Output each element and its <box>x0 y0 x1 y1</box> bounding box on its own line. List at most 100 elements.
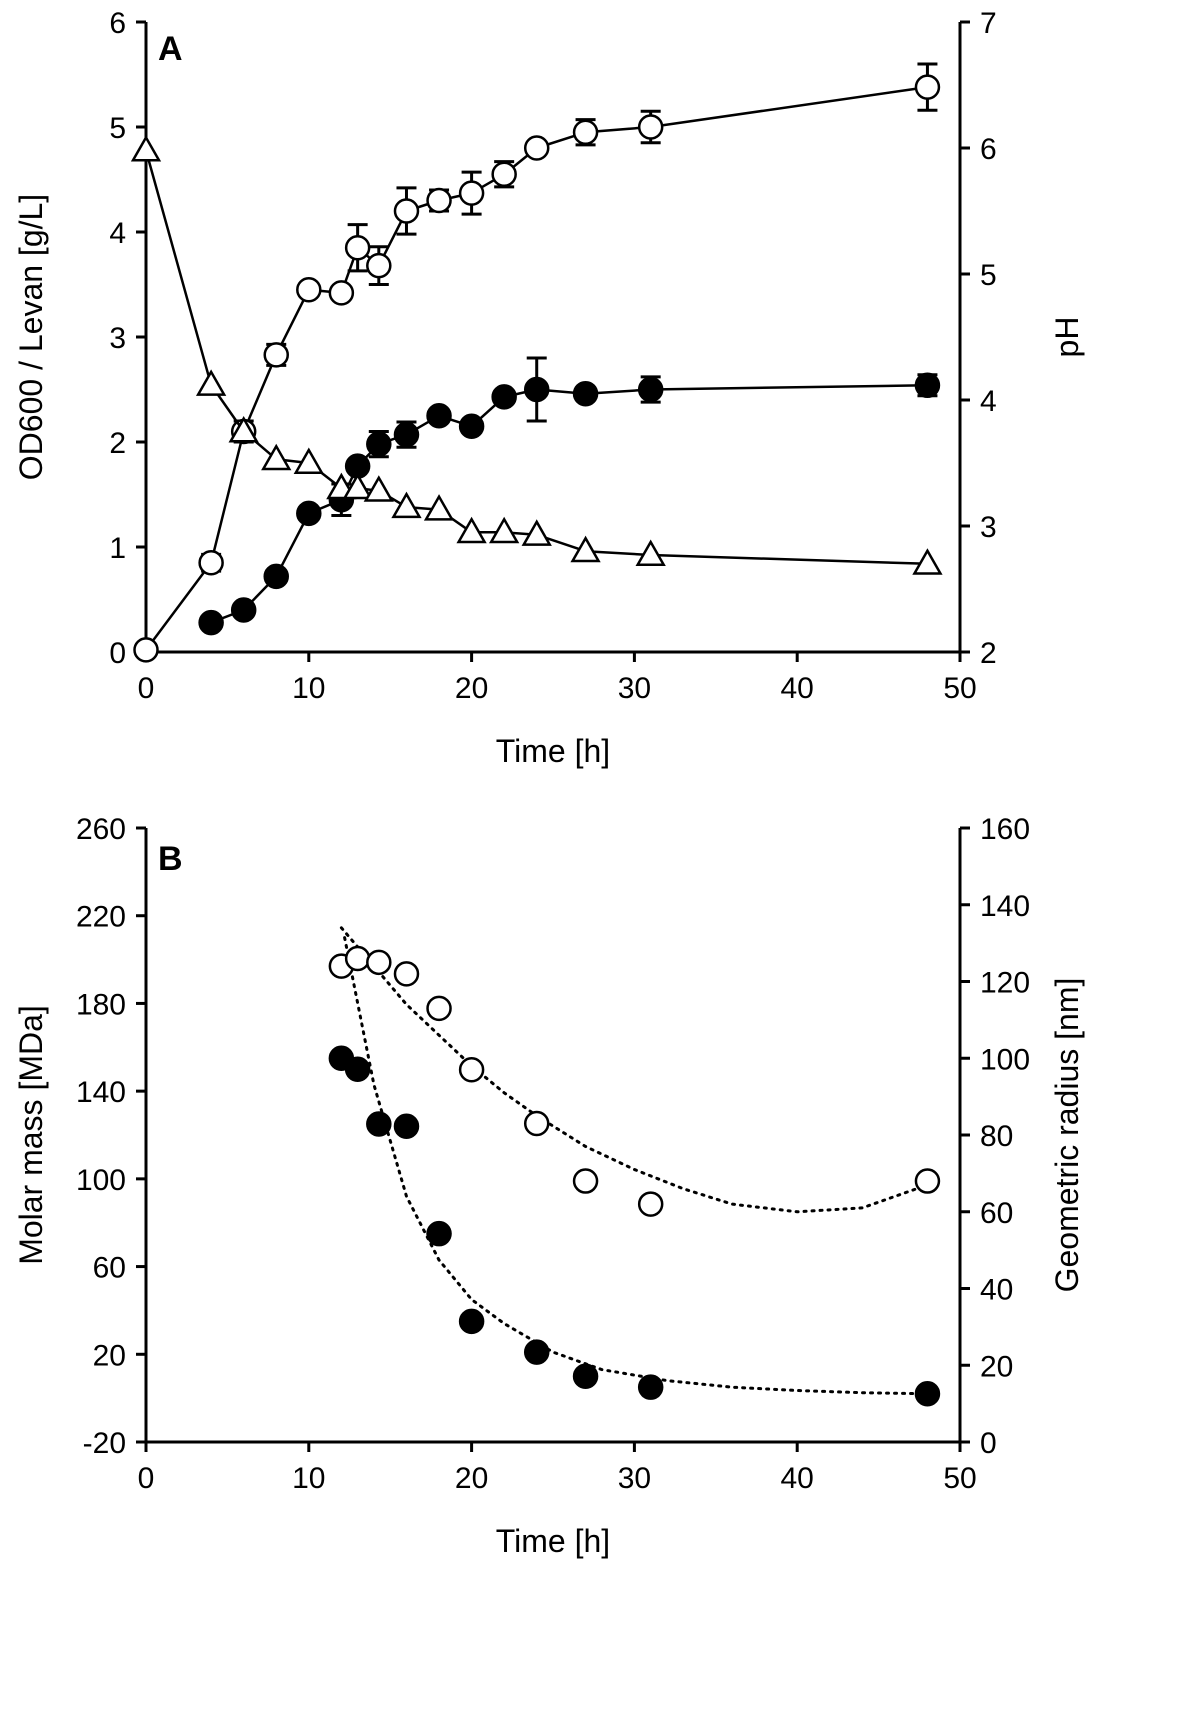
y-left-axis-title: OD600 / Levan [g/L] <box>13 194 49 480</box>
y-right-tick-label: 2 <box>980 637 997 670</box>
molar-mass-trendline <box>343 936 929 1396</box>
x-axis-title: Time [h] <box>496 1523 610 1559</box>
od600-point <box>366 252 392 279</box>
ph-point <box>342 472 373 500</box>
y-left-tick-label: 1 <box>109 532 126 565</box>
y-left-tick-label: 220 <box>76 901 126 934</box>
ph-point <box>195 369 227 396</box>
levan-point <box>366 431 392 457</box>
molar-mass-point <box>914 1381 941 1407</box>
ph-point <box>521 519 552 546</box>
levan-point <box>637 376 664 403</box>
y-right-tick-label: 100 <box>980 1043 1030 1076</box>
y-left-tick-label: 2 <box>109 427 126 460</box>
panel-a-chart: 0 10 20 30 40 50 0 1 2 3 4 5 6 2 3 4 5 6 7 Time [h] OD600 / … <box>13 7 1085 769</box>
levan-point <box>296 500 322 527</box>
y-right-tick-label: 60 <box>980 1197 1013 1230</box>
y-left-tick-label: 140 <box>76 1076 126 1109</box>
y-left-tick-label: 260 <box>76 813 126 846</box>
x-tick-label: 50 <box>943 1462 976 1495</box>
y-left-tick-label: 0 <box>109 637 126 670</box>
y-left-tick-label: 5 <box>109 112 126 145</box>
x-tick-label: 30 <box>618 672 651 705</box>
panel-label: A <box>158 30 183 68</box>
molar-mass-point <box>572 1363 599 1389</box>
od600-point <box>914 74 941 100</box>
molar-mass-point <box>426 1220 452 1247</box>
y-left-tick-label: 6 <box>109 7 126 40</box>
molar-mass-point <box>458 1308 485 1335</box>
geometric-radius-trendline <box>339 926 929 1214</box>
levan-point <box>914 372 941 399</box>
geometric-radius-point <box>458 1057 485 1083</box>
geometric-radius-point <box>637 1191 664 1217</box>
geometric-radius-point <box>426 995 452 1022</box>
ph-point <box>456 516 487 544</box>
ph-point <box>228 415 259 443</box>
od600-point <box>344 235 371 261</box>
geometric-radius-point <box>572 1168 599 1194</box>
x-tick-label: 20 <box>455 672 488 705</box>
y-right-tick-label: 20 <box>980 1350 1013 1383</box>
x-tick-label: 40 <box>781 1462 814 1495</box>
x-tick-label: 10 <box>292 672 325 705</box>
od600-point <box>458 180 485 206</box>
y-right-axis-title: Geometric radius [nm] <box>1049 978 1085 1293</box>
y-left-tick-label: 100 <box>76 1164 126 1197</box>
y-right-tick-label: 40 <box>980 1274 1013 1307</box>
x-tick-label: 0 <box>138 672 155 705</box>
y-left-tick-label: 3 <box>109 322 126 355</box>
levan-point <box>198 609 224 636</box>
ph-point <box>363 475 394 502</box>
levan-point <box>458 413 485 439</box>
geometric-radius-point <box>914 1168 941 1194</box>
levan-point <box>572 380 599 407</box>
geometric-radius-point <box>393 961 420 987</box>
geometric-radius-point <box>366 949 392 976</box>
od600-point <box>491 161 517 187</box>
x-tick-label: 10 <box>292 1462 325 1495</box>
ph-point <box>489 516 520 544</box>
ph-point <box>261 443 292 471</box>
y-right-tick-label: 120 <box>980 967 1030 1000</box>
y-left-tick-label: 180 <box>76 988 126 1021</box>
od600-point <box>523 135 550 161</box>
x-tick-label: 40 <box>781 672 814 705</box>
ph-point <box>423 494 455 521</box>
geometric-radius-point <box>344 945 371 972</box>
panel-b-chart: 0 10 20 30 40 50 -20 20 60 100 140 180 220 260 0 20 40 60… <box>13 813 1085 1559</box>
od600-point <box>263 342 289 368</box>
molar-mass-point <box>393 1113 420 1139</box>
y-left-tick-label: 60 <box>93 1252 126 1285</box>
levan-point <box>393 421 420 448</box>
ph-series-line <box>144 150 928 566</box>
y-right-tick-label: 4 <box>980 385 997 418</box>
levan-series-line <box>210 384 928 624</box>
levan-point <box>263 563 289 590</box>
od600-point <box>572 119 599 145</box>
od600-series-line <box>144 85 928 651</box>
ph-point <box>635 539 666 566</box>
x-tick-label: 30 <box>618 1462 651 1495</box>
y-right-axis-title: pH <box>1049 317 1085 358</box>
molar-mass-point <box>344 1056 371 1082</box>
y-right-tick-label: 7 <box>980 7 997 40</box>
od600-point <box>637 114 664 140</box>
panel-label: B <box>158 840 183 878</box>
y-right-tick-label: 140 <box>980 890 1030 923</box>
y-right-tick-label: 3 <box>980 511 997 544</box>
levan-point <box>523 376 550 403</box>
od600-point <box>393 198 420 224</box>
y-right-tick-label: 6 <box>980 133 997 166</box>
od600-point <box>133 637 159 663</box>
x-axis-title: Time [h] <box>496 733 610 769</box>
ph-point <box>130 135 162 162</box>
y-left-tick-label: -20 <box>83 1427 126 1460</box>
y-left-tick-label: 20 <box>93 1339 126 1372</box>
y-right-tick-label: 160 <box>980 813 1030 846</box>
x-tick-label: 0 <box>138 1462 155 1495</box>
molar-mass-point <box>523 1339 550 1365</box>
od600-point <box>296 277 322 303</box>
ph-point <box>293 447 324 474</box>
y-right-tick-label: 80 <box>980 1120 1013 1153</box>
